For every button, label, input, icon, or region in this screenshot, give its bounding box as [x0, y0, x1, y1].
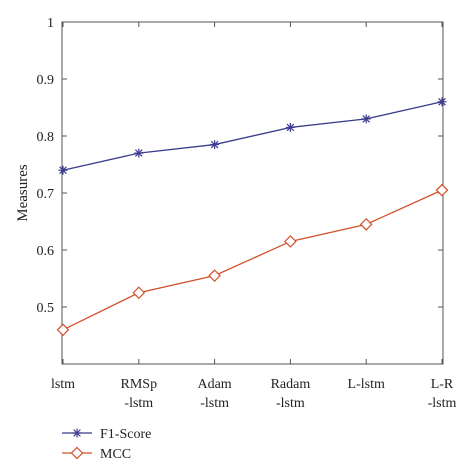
series-0-point	[285, 122, 295, 132]
x-tick-label: RMSp	[121, 377, 158, 392]
x-tick-label: L-lstm	[348, 377, 385, 392]
series-1-point	[435, 183, 449, 197]
series-1-point	[132, 286, 146, 300]
x-tick-label: L-R	[431, 377, 454, 392]
series-0-point	[361, 114, 371, 124]
y-tick-label: 0.9	[37, 73, 55, 88]
legend: F1-Score MCC	[62, 427, 151, 462]
series-0-point	[58, 165, 68, 175]
x-tick-label: -lstm	[124, 396, 153, 411]
x-tick-label: lstm	[51, 377, 75, 392]
series-0-point	[210, 140, 220, 150]
y-tick-label: 0.7	[37, 187, 55, 202]
legend-marker	[70, 446, 84, 460]
x-tick-label: -lstm	[276, 396, 305, 411]
legend-label: F1-Score	[100, 427, 151, 442]
legend-label: MCC	[100, 447, 131, 462]
y-axis-ticks: 0.5 0.6 0.7 0.8 0.9 1	[37, 16, 443, 316]
series-layer	[56, 97, 449, 337]
y-tick-label: 0.6	[37, 244, 55, 259]
series-0-point	[134, 148, 144, 158]
plot-frame	[61, 21, 444, 365]
series-line-0	[62, 101, 443, 171]
series-1-point	[208, 269, 221, 282]
series-0-point	[437, 97, 447, 107]
y-tick-label: 1	[47, 16, 54, 31]
series-1-point	[359, 218, 373, 231]
x-tick-label: Adam	[197, 377, 231, 392]
y-tick-label: 0.5	[37, 301, 55, 316]
x-tick-label: -lstm	[200, 396, 229, 411]
series-1-point	[56, 323, 70, 337]
x-tick-label: Radam	[271, 377, 311, 392]
x-tick-label: -lstm	[428, 396, 457, 411]
y-axis-label: Measures	[15, 164, 31, 222]
series-1-point	[284, 235, 297, 248]
y-tick-label: 0.8	[37, 130, 55, 145]
x-axis-ticks: lstm RMSp -lstm Adam -lstm Radam -lstm L-lstm L-…	[51, 22, 457, 411]
series-line-1	[62, 189, 443, 331]
legend-marker	[72, 428, 82, 438]
